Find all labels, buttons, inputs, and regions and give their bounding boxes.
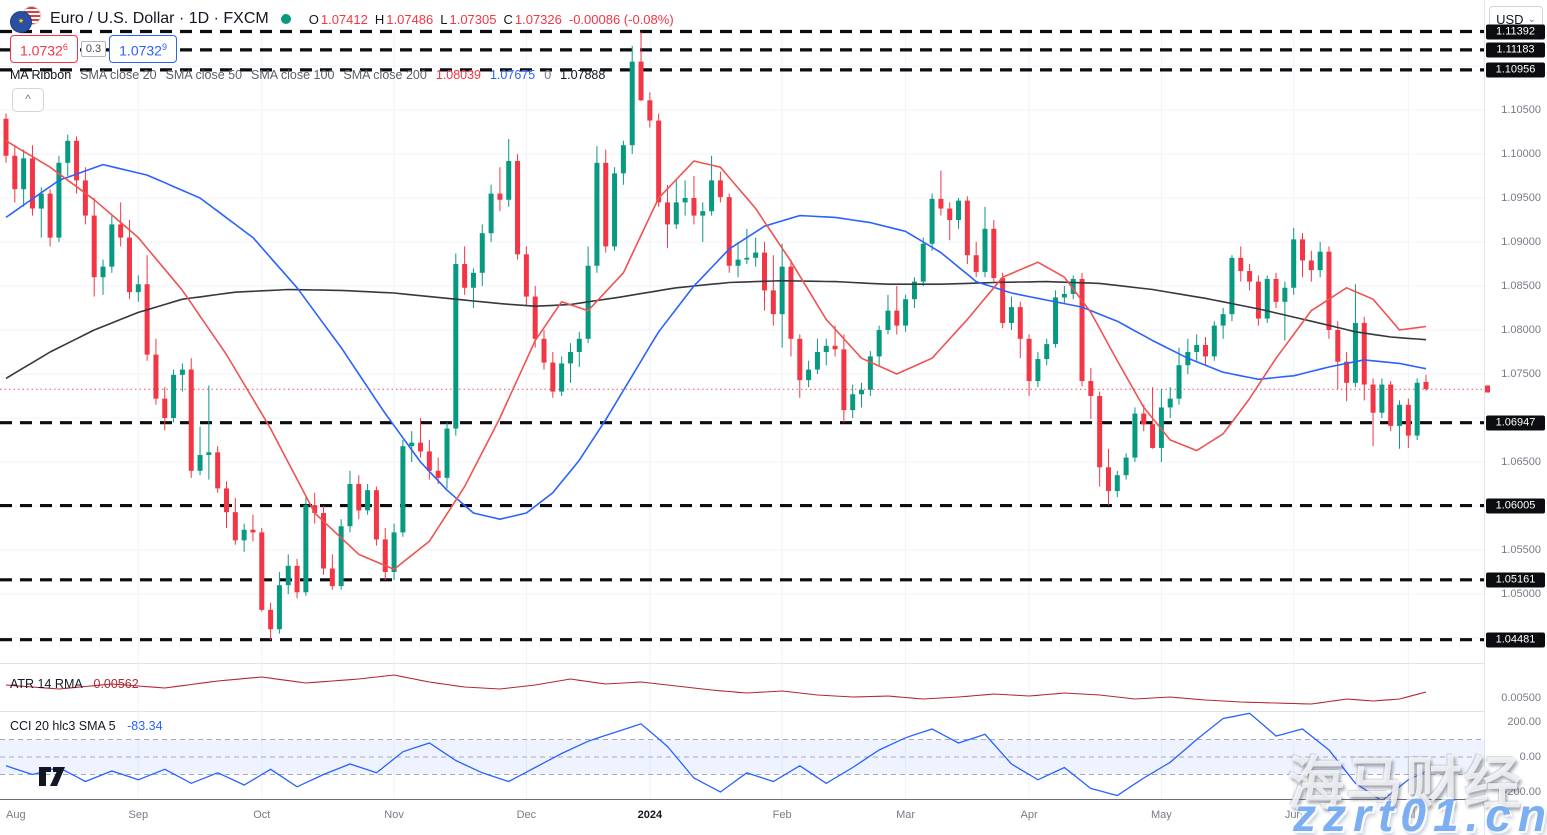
close-label: C (503, 11, 513, 27)
high-label: H (374, 11, 385, 27)
separator: · (213, 10, 219, 27)
level-price-label: 1.04481 (1486, 632, 1545, 648)
atr-axis-label: 0.00500 (1501, 692, 1541, 704)
spread-value: 0.3 (80, 40, 107, 57)
price-axis-label: 1.07500 (1501, 368, 1541, 380)
time-axis-label[interactable]: Sep (128, 809, 149, 821)
time-axis-label[interactable]: Feb (772, 809, 792, 821)
low-value: 1.07305 (449, 11, 497, 27)
eu-flag-icon: ★ (10, 11, 32, 33)
level-price-label: 1.06005 (1486, 498, 1545, 514)
symbol-title[interactable]: Euro / U.S. Dollar · 1D · FXCM (50, 10, 269, 28)
atr-label: ATR 14 RMA (10, 677, 83, 691)
open-label: O (308, 11, 319, 27)
indicator-param: SMA close 200 (343, 68, 427, 82)
currency-label: USD (1496, 11, 1524, 27)
time-axis-label[interactable]: 2024 (637, 809, 663, 821)
time-axis-label[interactable]: Jun (1284, 809, 1303, 821)
open-value: 1.07412 (320, 11, 368, 27)
price-axis-label: 1.09500 (1501, 192, 1541, 204)
indicator-param: SMA close 50 (165, 68, 243, 82)
time-axis-label[interactable]: Mar (896, 809, 916, 821)
indicator-value: 1.07675 (490, 68, 536, 82)
level-price-label: 1.10956 (1486, 62, 1545, 78)
time-axis-label[interactable]: Nov (384, 809, 404, 821)
time-axis-label[interactable]: Aug (6, 809, 26, 821)
buy-button[interactable]: 1.07329 (109, 35, 177, 63)
level-price-label: 1.06947 (1486, 415, 1545, 431)
price-axis-label: 1.09000 (1501, 236, 1541, 248)
indicator-param: SMA close 20 (80, 68, 157, 82)
price-axis-label: 1.10500 (1501, 104, 1541, 116)
symbol-flags-icon[interactable]: ★ (8, 6, 42, 33)
symbol-name: Euro / U.S. Dollar (50, 10, 175, 27)
indicator-value: 0 (544, 68, 552, 82)
current-price-tick (1485, 385, 1490, 393)
time-axis-label[interactable]: Oct (253, 809, 271, 821)
price-axis-label: 1.10000 (1501, 148, 1541, 160)
chevron-down-icon: ⌄ (1527, 13, 1536, 25)
close-value: 1.07326 (514, 11, 562, 27)
level-price-label: 1.11183 (1486, 42, 1545, 58)
cci-axis-label: -200.00 (1503, 786, 1541, 798)
indicator-value: 1.07888 (560, 68, 606, 82)
low-label: L (440, 11, 448, 27)
sell-button[interactable]: 1.07326 (10, 35, 78, 63)
indicator-param: SMA close 100 (251, 68, 335, 82)
high-value: 1.07486 (386, 11, 434, 27)
cci-value: -83.34 (127, 719, 163, 733)
indicator-values: 1.08039 1.07675 0 1.07888 (436, 68, 615, 82)
separator: · (178, 10, 185, 27)
ohlc-readout: O 1.07412 H 1.07486 L 1.07305 C 1.07326 … (309, 12, 674, 27)
cci-axis-label: 200.00 (1507, 716, 1541, 728)
level-price-label: 1.05161 (1486, 572, 1545, 588)
tradingview-logo-icon[interactable] (38, 766, 66, 792)
market-status-icon[interactable] (280, 14, 291, 24)
price-axis-label: 1.06500 (1501, 456, 1541, 468)
atr-legend[interactable]: ATR 14 RMA 0.00562 (10, 677, 139, 691)
time-axis-label[interactable]: May (1151, 809, 1172, 821)
indicator-value: 1.08039 (435, 68, 481, 82)
time-axis-label[interactable]: Jul (1401, 809, 1416, 821)
interval[interactable]: 1D (188, 10, 210, 27)
price-axis-label: 1.05000 (1501, 588, 1541, 600)
atr-value: 0.00562 (93, 677, 139, 691)
indicator-title[interactable]: MA Ribbon (10, 68, 72, 82)
exchange: FXCM (223, 10, 269, 27)
cci-label: CCI 20 hlc3 SMA 5 (10, 719, 116, 733)
time-axis[interactable]: Aug Sep Oct Nov Dec 2024 Feb Mar Apr May Jun Jul (0, 800, 1547, 835)
price-axis-label: 1.08000 (1501, 324, 1541, 336)
time-axis-label[interactable]: Apr (1020, 809, 1038, 821)
bid-ask-widget: 1.07326 0.3 1.07329 (10, 35, 177, 63)
chart-header: ★ Euro / U.S. Dollar · 1D · FXCM O 1.074… (8, 6, 674, 33)
price-axis[interactable]: USD ⌄ 1.10500 1.10000 1.09500 1.09000 1.0850… (1484, 0, 1547, 835)
change-value: -0.00086 (-0.08%) (568, 11, 674, 27)
level-price-label: 1.11392 (1486, 24, 1545, 39)
price-axis-label: 1.08500 (1501, 280, 1541, 292)
cci-axis-label: 0.00 (1519, 751, 1541, 763)
cci-legend[interactable]: CCI 20 hlc3 SMA 5 -83.34 (10, 719, 163, 733)
time-axis-label[interactable]: Dec (516, 809, 537, 821)
chevron-up-icon[interactable]: ^ (12, 88, 44, 112)
price-axis-label: 1.05500 (1501, 544, 1541, 556)
ma-ribbon-legend[interactable]: MA Ribbon SMA close 20 SMA close 50 SMA … (10, 68, 614, 82)
